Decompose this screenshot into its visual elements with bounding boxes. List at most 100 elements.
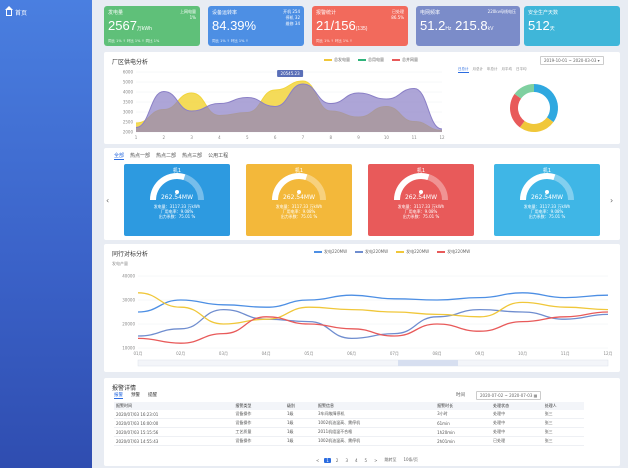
table-row[interactable]: 2020/07/03 15:15:56 工艺质量 1级 2011机组温不合格 1h20m… <box>114 427 584 437</box>
page-button[interactable]: 5 <box>364 457 368 463</box>
station-tab[interactable]: 热点一部 <box>130 153 151 159</box>
column-header: 级别 <box>285 402 316 410</box>
stat-value: 21/156 <box>316 18 356 33</box>
trend-series-3 <box>137 311 609 344</box>
gauge-fill <box>272 173 308 201</box>
stat-value-line: 512天 <box>528 18 616 33</box>
next-arrow-icon[interactable]: › <box>610 196 614 205</box>
tooltip-box <box>277 70 304 77</box>
station-tab[interactable]: 热点二部 <box>156 153 177 159</box>
table-row[interactable]: 2020/07/03 16:00:00 设备操作 1级 1002机油温高、需停机 61m… <box>114 418 584 428</box>
unit-card-line: 发电量：3117.33 万kWh <box>153 204 201 209</box>
stat-card-3[interactable]: 电网频率 51.2Hz 215.8kV 220kv母线电压 <box>416 6 520 46</box>
page-button[interactable]: 4 <box>355 457 358 463</box>
x-tick-label: 12月 <box>603 351 612 356</box>
x-tick-label: 3 <box>190 135 193 140</box>
unit-card-1[interactable]: 机1 262.54MW 发电量：3117.33 万kWh 厂用电率：9.08% 出力系数… <box>246 164 352 236</box>
alarm-date-picker[interactable]: 2020-07-02 ~ 2020-07-03 ▦ <box>476 391 542 400</box>
station-panel: 全部 热点一部 热点二部 热点三部 公用工程 ‹ › 机1 262.54MW 发电量：311… <box>104 148 620 240</box>
page-button[interactable]: 3 <box>345 457 348 463</box>
sidebar-item-home[interactable]: 首页 <box>5 5 28 17</box>
table-row[interactable]: 2020/07/03 16:23:01 设备操作 1级 3车间故障停机 3小时 处理中 张三 <box>114 410 584 419</box>
station-tab[interactable]: 热点三部 <box>182 153 203 159</box>
trend-series-1 <box>137 308 609 340</box>
stat-card-2[interactable]: 报警统计 21/156(135) 已处理 86.5% 同比 1% ↑ 环比 1% ↑ <box>312 6 408 46</box>
table-cell: 设备操作 <box>233 418 285 428</box>
table-cell: 张三 <box>542 410 584 419</box>
page-button[interactable]: 1 <box>324 457 331 463</box>
power-donut-chart <box>510 84 558 132</box>
gauge-fill <box>394 173 430 201</box>
prev-arrow-icon[interactable]: ‹ <box>106 196 110 205</box>
stat-card-0[interactable]: 发电量 2567万kWh 上网电量 1% 同比 1% ↑ 环比 1% ↑ 同比 1% <box>104 6 200 46</box>
x-tick-label: 2 <box>163 135 166 140</box>
table-cell: 处理中 <box>491 418 543 428</box>
stat-card-1[interactable]: 设备运转率 84.39% 开机 254 停机 32 维修 34 同比 1% ↑ 环比 1%… <box>208 6 304 46</box>
alarm-tab[interactable]: 报警 <box>114 393 123 399</box>
table-cell: 3小时 <box>435 410 492 419</box>
legend-label: 总发电量 <box>334 57 350 62</box>
station-tab[interactable]: 公用工程 <box>208 153 229 159</box>
page-button[interactable]: > <box>374 457 378 463</box>
unit-card-line: 出力系数：75.01 % <box>158 214 196 219</box>
unit-card-0[interactable]: 机1 262.54MW 发电量：3117.33 万kWh 厂用电率：9.08% 出力系数… <box>124 164 230 236</box>
x-tick-label: 6 <box>274 135 277 140</box>
table-cell: 张三 <box>542 418 584 428</box>
table-row[interactable]: 2020/07/03 14:55:43 设备操作 1级 1002机油温高、需停机 2h0… <box>114 436 584 446</box>
x-tick-label: 11 <box>412 135 418 140</box>
station-tab[interactable]: 全部 <box>114 153 125 160</box>
x-tick-label: 12 <box>439 135 445 140</box>
zoom-slider[interactable] <box>137 359 609 367</box>
legend-item[interactable]: 发电220MW <box>437 249 470 255</box>
unit-card-details: 发电量：3117.33 万kWh 厂用电率：9.08% 出力系数：75.01 % <box>246 204 352 219</box>
mini-tab[interactable]: 年总计 <box>487 67 498 71</box>
page-button[interactable]: < <box>316 457 320 463</box>
mini-tab[interactable]: 日平均 <box>516 67 527 71</box>
y-tick-label: 4000 <box>123 90 134 95</box>
zoom-slider-window[interactable] <box>398 360 458 366</box>
legend-swatch <box>324 59 332 61</box>
y-tick-label: 40000 <box>122 274 135 279</box>
table-cell: 2020/07/03 16:00:00 <box>114 418 234 428</box>
unit-card-line: 出力系数：75.01 % <box>402 214 440 219</box>
date-range-picker[interactable]: 2019-10-01 ~ 2020-03-03 ▾ <box>540 56 604 65</box>
mini-tab[interactable]: 日总计 <box>458 67 469 73</box>
stat-side-line: 已处理 <box>392 9 404 14</box>
unit-card-title: 机1 <box>294 168 304 174</box>
alarm-tab[interactable]: 预警 <box>131 393 140 398</box>
mini-tab[interactable]: 月平均 <box>501 67 513 71</box>
x-tick-label: 5 <box>246 135 249 140</box>
stat-side-info: 已处理 86.5% <box>391 9 404 21</box>
legend-swatch <box>355 251 364 253</box>
legend-item[interactable]: 总用电量 <box>358 57 384 63</box>
page-button[interactable]: 2 <box>335 457 339 463</box>
donut-slice-0 <box>534 84 558 123</box>
column-header: 报警信息 <box>315 402 436 410</box>
column-header: 处理人 <box>542 402 584 410</box>
table-cell: 设备操作 <box>233 436 285 446</box>
stat-value-line: 21/156(135) <box>316 18 404 33</box>
sidebar-item-label: 首页 <box>15 10 28 17</box>
unit-card-3[interactable]: 机1 262.54MW 发电量：3117.33 万kWh 厂用电率：9.08% 出力系数… <box>494 164 600 236</box>
stat-footer: 同比 1% ↑ 环比 1% ↑ <box>212 39 249 43</box>
legend-item[interactable]: 总并网量 <box>392 57 418 63</box>
x-tick-label: 7 <box>302 135 305 140</box>
unit-card-value: 262.54MW <box>530 194 564 201</box>
stat-card-4[interactable]: 安全生产天数 512天 <box>524 6 620 46</box>
stat-side-line: 维修 34 <box>285 21 300 26</box>
x-tick-label: 06月 <box>347 351 356 356</box>
legend-item[interactable]: 总发电量 <box>324 57 350 63</box>
mini-tab[interactable]: 月总计 <box>472 67 484 71</box>
alarm-tab[interactable]: 提醒 <box>148 393 157 398</box>
page-button[interactable]: 跳转至 <box>384 457 397 462</box>
page-size-select[interactable]: 10条/页 <box>403 457 418 462</box>
legend-item[interactable]: 发电220MW <box>355 249 388 255</box>
unit-card-2[interactable]: 机1 262.54MW 发电量：3117.33 万kWh 厂用电率：9.08% 出力系数… <box>368 164 474 236</box>
legend-item[interactable]: 发电220MW <box>396 249 429 255</box>
legend-item[interactable]: 发电220MW <box>314 249 347 255</box>
x-tick-label: 08月 <box>433 351 442 356</box>
x-tick-label: 8 <box>329 135 332 140</box>
stat-title: 报警统计 <box>316 10 337 16</box>
stat-value: 51.2 <box>420 18 446 33</box>
